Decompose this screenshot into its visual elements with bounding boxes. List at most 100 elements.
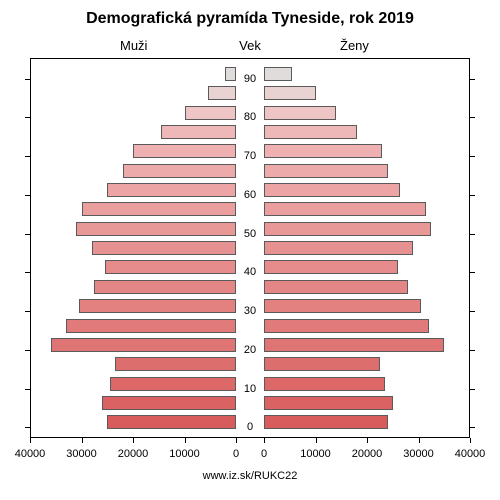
bar-women [264,299,421,313]
x-axis: 4000030000200001000000100002000030000400… [30,438,470,468]
y-tick [25,195,30,196]
bar-men [123,164,236,178]
y-tick [25,117,30,118]
x-tick-label: 30000 [403,448,434,460]
y-tick [470,234,475,235]
y-tick [470,350,475,351]
bar-women [264,396,393,410]
x-tick-label: 0 [261,448,267,460]
bar-women [264,183,400,197]
bar-men [107,183,236,197]
y-tick [25,79,30,80]
x-tick-label: 40000 [455,448,486,460]
bar-row [30,393,470,412]
bar-men [161,125,236,139]
x-tick [264,438,265,443]
bar-women [264,260,398,274]
bar-women [264,357,380,371]
bar-men [133,144,236,158]
x-tick [367,438,368,443]
x-tick [133,438,134,443]
bar-row [30,277,470,296]
bar-women [264,144,382,158]
bar-men [102,396,236,410]
bar-men [107,415,236,429]
y-tick [25,389,30,390]
bar-men [94,280,236,294]
bar-row [30,238,470,257]
x-tick [82,438,83,443]
bar-men [51,338,236,352]
bar-row [30,200,470,219]
age-tick-label: 10 [244,383,256,395]
bar-women [264,67,292,81]
bar-women [264,86,316,100]
bar-women [264,164,388,178]
y-tick [470,156,475,157]
source-url: www.iz.sk/RUKC22 [0,470,500,482]
bar-women [264,415,388,429]
x-tick-label: 40000 [15,448,46,460]
y-tick [470,389,475,390]
x-tick [419,438,420,443]
y-tick [25,427,30,428]
bar-women [264,125,357,139]
y-tick [25,272,30,273]
bar-men [92,241,236,255]
bar-women [264,241,413,255]
age-tick-label: 40 [244,266,256,278]
x-tick-label: 20000 [352,448,383,460]
y-tick [470,311,475,312]
bar-women [264,377,385,391]
x-tick-label: 10000 [300,448,331,460]
bar-row [30,122,470,141]
bar-women [264,280,408,294]
x-tick [470,438,471,443]
y-tick [25,311,30,312]
age-tick-label: 30 [244,305,256,317]
bar-men [76,222,236,236]
label-age: Vek [0,38,500,53]
y-tick [470,195,475,196]
age-tick-label: 0 [247,421,253,433]
x-tick-label: 30000 [66,448,97,460]
bar-men [105,260,236,274]
bar-row [30,161,470,180]
bar-men [110,377,236,391]
y-tick [470,79,475,80]
bar-row [30,84,470,103]
y-tick [25,156,30,157]
y-tick [25,350,30,351]
bar-women [264,106,336,120]
x-tick-label: 10000 [169,448,200,460]
age-tick-label: 80 [244,111,256,123]
bar-men [82,202,237,216]
bar-men [66,319,236,333]
age-tick-label: 50 [244,228,256,240]
bar-row [30,316,470,335]
bar-men [79,299,236,313]
chart-title: Demografická pyramída Tyneside, rok 2019 [0,10,500,28]
bar-women [264,338,444,352]
bar-women [264,202,426,216]
age-tick-label: 20 [244,344,256,356]
bar-women [264,319,429,333]
pyramid-chart: 0 10 20 30 40 50 60 70 80 90 [30,58,470,438]
y-tick [470,427,475,428]
bar-men [225,67,236,81]
y-tick [470,117,475,118]
bar-women [264,222,431,236]
age-tick-label: 70 [244,150,256,162]
age-tick-label: 90 [244,73,256,85]
x-tick-label: 20000 [118,448,149,460]
y-tick [25,234,30,235]
bar-men [208,86,236,100]
y-tick [470,272,475,273]
bar-men [185,106,237,120]
x-tick [316,438,317,443]
x-tick [236,438,237,443]
bar-row [30,355,470,374]
age-tick-label: 60 [244,189,256,201]
x-tick [30,438,31,443]
x-tick-label: 0 [233,448,239,460]
